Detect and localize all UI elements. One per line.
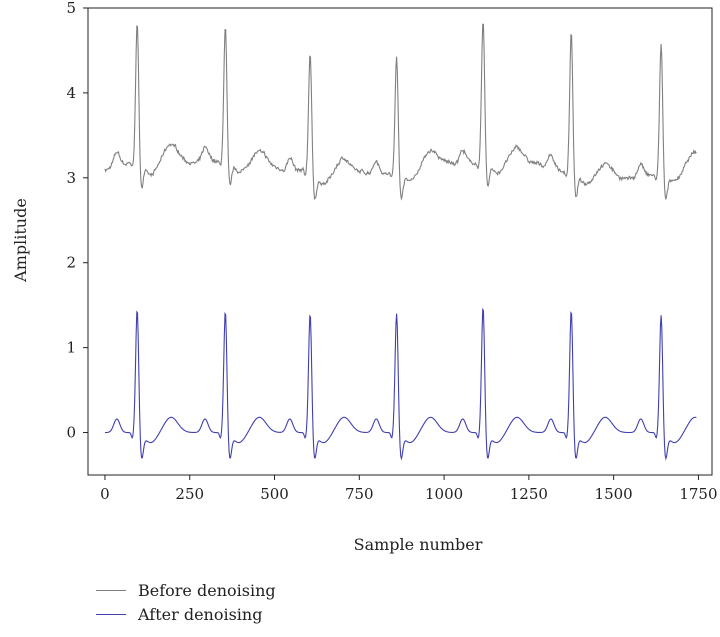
x-tick-label: 500 (260, 485, 289, 503)
y-tick-label: 1 (66, 339, 76, 357)
legend: Before denoising After denoising (96, 578, 276, 626)
plot-frame (87, 7, 713, 476)
y-tick-label: 5 (66, 0, 76, 17)
y-tick-label: 2 (66, 254, 76, 272)
legend-label-after: After denoising (138, 604, 263, 624)
series-line-after-denoising (104, 307, 697, 461)
legend-item-after: After denoising (96, 602, 276, 626)
series-line-before-denoising (104, 23, 697, 201)
x-tick-label: 250 (175, 485, 204, 503)
x-axis-label: Sample number (354, 535, 483, 554)
y-tick-label: 4 (66, 84, 76, 102)
legend-swatch-after (96, 613, 126, 615)
x-tick-label: 1750 (679, 485, 717, 503)
y-tick-label: 3 (66, 169, 76, 187)
x-tick-label: 1500 (595, 485, 633, 503)
y-axis-label: Amplitude (11, 198, 30, 283)
y-tick-label: 0 (66, 424, 76, 442)
x-tick-label: 750 (345, 485, 374, 503)
x-tick-label: 0 (100, 485, 110, 503)
legend-item-before: Before denoising (96, 578, 276, 602)
legend-label-before: Before denoising (138, 580, 276, 600)
x-tick-label: 1250 (510, 485, 548, 503)
x-tick-label: 1000 (425, 485, 463, 503)
legend-swatch-before (96, 589, 126, 591)
